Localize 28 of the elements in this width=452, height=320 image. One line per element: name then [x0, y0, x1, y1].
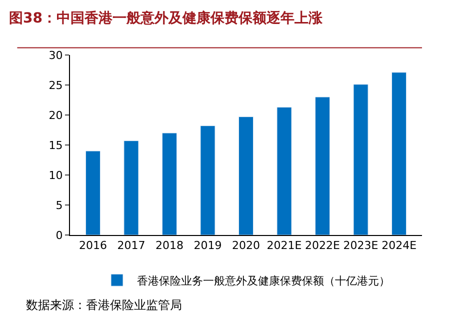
bar: [85, 150, 100, 235]
y-tick-label: 0: [56, 228, 63, 242]
bar: [200, 126, 216, 235]
y-tick-label: 30: [48, 48, 63, 62]
x-tick-label: 2023E: [343, 239, 378, 252]
bar: [162, 132, 177, 235]
y-tick-label: 5: [56, 198, 63, 212]
legend-label: 香港保险业务一般意外及健康保费保额（十亿港元）: [137, 274, 390, 288]
bar: [315, 96, 330, 235]
x-tick-label: 2018: [155, 239, 184, 252]
bar: [392, 72, 407, 235]
bar: [353, 84, 368, 235]
x-tick-label: 2017: [117, 239, 146, 252]
bar: [124, 140, 139, 235]
y-tick-label: 25: [48, 78, 63, 92]
y-tick-label: 20: [48, 108, 63, 122]
y-tick-label: 10: [48, 168, 63, 182]
y-tick-label: 15: [48, 138, 63, 152]
x-tick-label: 2016: [78, 239, 107, 252]
bar: [276, 106, 292, 235]
bar: [238, 116, 254, 235]
x-tick-label: 2024E: [382, 239, 417, 252]
x-tick-label: 2020: [232, 239, 260, 252]
chart-title: 图38：中国香港一般意外及健康保费保额逐年上涨: [9, 10, 324, 27]
source-note: 数据来源：香港保险业监管局: [26, 298, 182, 312]
x-tick-label: 2022E: [305, 239, 340, 252]
x-tick-label: 2021E: [266, 239, 302, 252]
x-tick-label: 2019: [194, 239, 222, 252]
